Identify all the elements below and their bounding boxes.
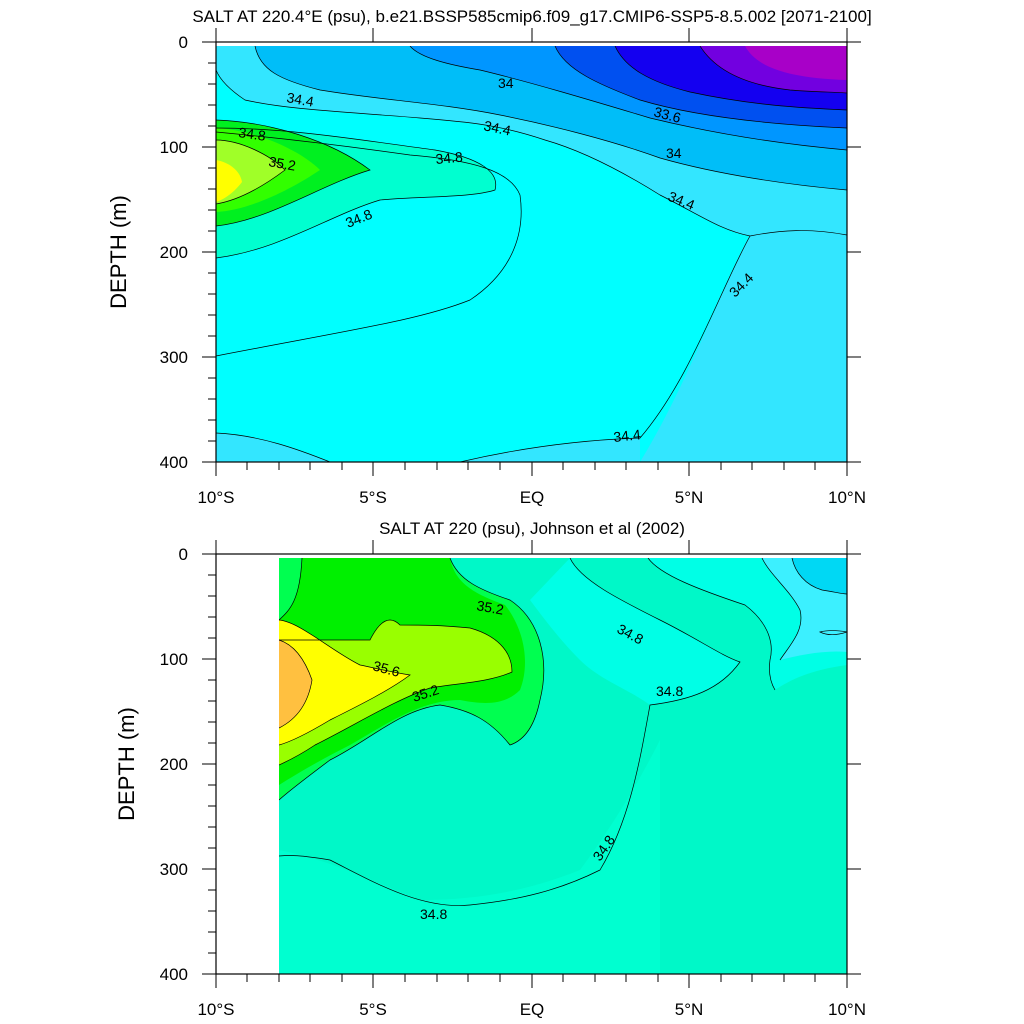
p1-ytick-0: 0 [179, 33, 188, 52]
panel-2-ylabel: DEPTH (m) [114, 707, 139, 821]
panel-1-yticks: 0 100 200 300 400 [160, 33, 188, 472]
p1-label-b: 34 [498, 75, 514, 91]
p1-label-l: 34.4 [613, 426, 642, 445]
panel-2-contour-fill [279, 558, 847, 974]
p1-xtick-10n: 10°N [828, 488, 866, 507]
p2-label-c: 35.6 [371, 657, 402, 680]
p2-xtick-5n: 5°N [675, 1000, 704, 1019]
p1-label-e: 34.8 [238, 124, 267, 144]
panel-2-title: SALT AT 220 (psu), Johnson et al (2002) [379, 519, 685, 538]
panel-2-contour-lines [279, 558, 847, 906]
panel-2: SALT AT 220 (psu), Johnson et al (2002) [114, 519, 866, 1019]
p1-ytick-400: 400 [160, 453, 188, 472]
panel-1-ticks [202, 28, 861, 476]
p1-label-f: 35.2 [267, 153, 297, 174]
p2-label-e: 34.8 [656, 683, 683, 699]
panel-1-contour-lines [216, 46, 847, 462]
panel-2-yticks: 0 100 200 300 400 [160, 545, 188, 984]
p1-xtick-eq: EQ [520, 488, 545, 507]
p1-ytick-300: 300 [160, 348, 188, 367]
p1-xtick-5s: 5°S [359, 488, 387, 507]
p1-xtick-10s: 10°S [197, 488, 234, 507]
p1-label-c: 34.4 [482, 117, 512, 138]
p2-xtick-10n: 10°N [828, 1000, 866, 1019]
p2-ytick-400: 400 [160, 965, 188, 984]
p1-ytick-200: 200 [160, 243, 188, 262]
p1-label-g: 34.8 [435, 149, 464, 167]
p1-label-a: 34.4 [285, 89, 315, 110]
panel-1-ylabel: DEPTH (m) [106, 195, 131, 309]
p2-label-g: 34.8 [420, 906, 447, 922]
p1-xtick-5n: 5°N [675, 488, 704, 507]
panel-1: SALT AT 220.4°E (psu), b.e21.BSSP585cmip… [106, 7, 872, 507]
panel-1-title: SALT AT 220.4°E (psu), b.e21.BSSP585cmip… [192, 7, 871, 26]
p1-label-d: 33.6 [652, 103, 683, 126]
p2-ytick-100: 100 [160, 650, 188, 669]
p1-label-h: 34 [666, 145, 682, 161]
panel-2-xticks: 10°S 5°S EQ 5°N 10°N [197, 1000, 866, 1019]
panel-1-contour-fill [216, 46, 847, 462]
panel-2-ticks [202, 540, 861, 988]
p1-ytick-100: 100 [160, 138, 188, 157]
p2-xtick-10s: 10°S [197, 1000, 234, 1019]
p2-xtick-5s: 5°S [359, 1000, 387, 1019]
p2-ytick-300: 300 [160, 860, 188, 879]
p2-ytick-200: 200 [160, 755, 188, 774]
panel-1-contour-labels: 34.4 34 34.4 33.6 34.8 35.2 34.8 34 34.8… [238, 75, 757, 445]
p2-ytick-0: 0 [179, 545, 188, 564]
p2-label-a: 35.2 [475, 597, 505, 618]
panel-1-xticks: 10°S 5°S EQ 5°N 10°N [197, 488, 866, 507]
p2-xtick-eq: EQ [520, 1000, 545, 1019]
